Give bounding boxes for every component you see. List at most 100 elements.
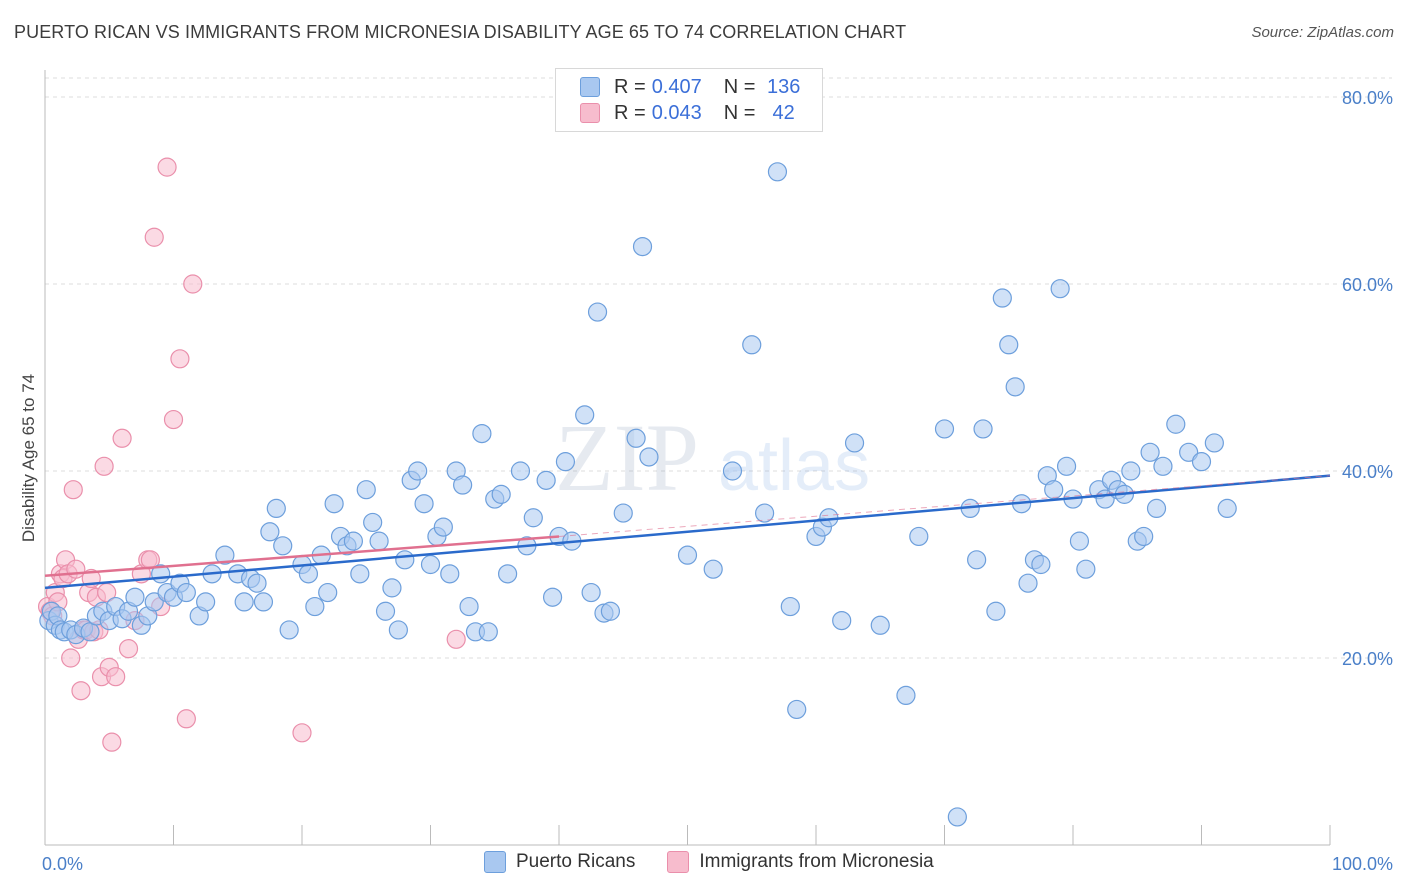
y-tick-label: 60.0%: [1342, 275, 1393, 295]
puerto-rican-point: [575, 405, 595, 425]
puerto-rican-point: [305, 596, 325, 617]
micronesia-point: [163, 409, 184, 430]
legend-swatch-blue: [580, 77, 600, 97]
axes: 0.0% 100.0%: [42, 70, 1393, 874]
puerto-rican-point: [1146, 498, 1167, 518]
puerto-rican-point: [1134, 526, 1154, 547]
puerto-rican-point: [234, 592, 254, 612]
puerto-rican-point: [279, 620, 299, 640]
x-tick-label-max: 100.0%: [1332, 854, 1393, 874]
puerto-rican-point: [453, 475, 473, 495]
micronesia-point: [71, 681, 91, 701]
puerto-rican-point: [632, 237, 653, 257]
puerto-rican-point: [369, 531, 389, 551]
micronesia-point: [144, 227, 164, 247]
puerto-rican-point: [1056, 456, 1077, 476]
bottom-legend-swatch-blue: [484, 851, 506, 873]
puerto-rican-point: [1076, 559, 1096, 579]
y-tick-label: 20.0%: [1342, 649, 1393, 669]
watermark-atlas: atlas: [718, 426, 870, 506]
micronesia-point: [66, 559, 86, 579]
puerto-rican-point: [536, 470, 556, 490]
y-axis-title: Disability Age 65 to 74: [19, 374, 38, 542]
puerto-rican-point: [870, 615, 890, 635]
puerto-rican-point: [555, 452, 576, 472]
puerto-rican-point: [356, 480, 376, 500]
puerto-rican-point: [947, 807, 967, 827]
legend-r-value: 0.043: [651, 101, 702, 124]
puerto-rican-point: [542, 587, 563, 607]
puerto-rican-point: [1018, 573, 1038, 593]
puerto-rican-point: [1140, 442, 1160, 462]
puerto-rican-point: [967, 550, 987, 570]
puerto-rican-point: [260, 522, 280, 542]
micronesia-points: [37, 157, 466, 752]
puerto-rican-point: [395, 550, 415, 570]
puerto-rican-trendline: [44, 474, 1331, 590]
legend-n-value: 136: [767, 75, 801, 98]
puerto-rican-point: [600, 601, 621, 621]
puerto-rican-point: [1191, 452, 1212, 472]
puerto-rican-point: [1166, 414, 1186, 434]
puerto-rican-point: [1050, 279, 1070, 299]
puerto-rican-point: [408, 461, 428, 481]
puerto-rican-point: [491, 484, 511, 504]
puerto-rican-point: [581, 582, 601, 603]
bottom-legend-puerto-ricans[interactable]: Puerto Ricans: [484, 851, 635, 873]
legend-r-label: R =: [614, 101, 646, 124]
legend-row-micronesia: R = 0.043 N = 42: [580, 100, 795, 126]
trendlines: [44, 474, 1331, 590]
puerto-rican-point: [273, 536, 293, 556]
micronesia-point: [446, 629, 466, 649]
micronesia-point: [170, 349, 190, 369]
puerto-rican-point: [1069, 531, 1090, 551]
puerto-rican-point: [125, 587, 145, 607]
puerto-rican-point: [1217, 498, 1237, 518]
puerto-rican-point: [703, 559, 723, 579]
legend-n-label: N =: [723, 75, 761, 98]
puerto-rican-point: [999, 335, 1019, 355]
puerto-rican-point: [677, 545, 698, 565]
legend-box: R = 0.407 N = 136 R = 0.043 N = 42: [555, 68, 823, 132]
puerto-rican-point: [440, 564, 460, 584]
micronesia-point: [292, 723, 312, 743]
puerto-rican-point: [472, 424, 492, 444]
micronesia-point: [183, 274, 203, 294]
puerto-rican-point: [350, 564, 370, 584]
micronesia-point: [157, 157, 177, 177]
legend-n-label: N =: [723, 101, 761, 124]
puerto-rican-point: [742, 335, 762, 355]
micronesia-point: [176, 709, 196, 729]
x-tick-label-min: 0.0%: [42, 854, 83, 874]
puerto-rican-point: [973, 419, 993, 439]
puerto-rican-point: [388, 620, 408, 640]
puerto-rican-point: [639, 447, 659, 467]
legend-n-value: 42: [767, 101, 795, 124]
puerto-rican-point: [420, 554, 441, 575]
puerto-rican-point: [414, 494, 434, 514]
puerto-rican-point: [934, 419, 955, 439]
y-tick-label: 80.0%: [1342, 88, 1393, 108]
puerto-rican-point: [498, 564, 518, 584]
micronesia-point: [102, 732, 122, 752]
source-label: Source: ZipAtlas.com: [1251, 24, 1394, 41]
puerto-rican-point: [363, 512, 383, 533]
puerto-rican-point: [896, 685, 916, 706]
puerto-rican-point: [787, 699, 807, 720]
puerto-rican-point: [780, 596, 800, 617]
puerto-rican-point: [144, 592, 164, 612]
bottom-legend-label: Puerto Ricans: [516, 851, 636, 872]
puerto-rican-point: [510, 461, 531, 481]
micronesia-point: [61, 648, 81, 668]
legend-r-label: R =: [614, 75, 646, 98]
puerto-rican-point: [722, 461, 743, 481]
puerto-rican-point: [382, 578, 402, 598]
bottom-legend-micronesia[interactable]: Immigrants from Micronesia: [667, 851, 934, 873]
puerto-rican-point: [266, 498, 286, 518]
chart-title: PUERTO RICAN VS IMMIGRANTS FROM MICRONES…: [14, 22, 907, 42]
legend-swatch-pink: [580, 103, 600, 123]
puerto-rican-point: [986, 601, 1006, 621]
micronesia-point: [112, 428, 132, 448]
puerto-rican-point: [1153, 456, 1173, 476]
puerto-rican-point: [992, 288, 1012, 308]
